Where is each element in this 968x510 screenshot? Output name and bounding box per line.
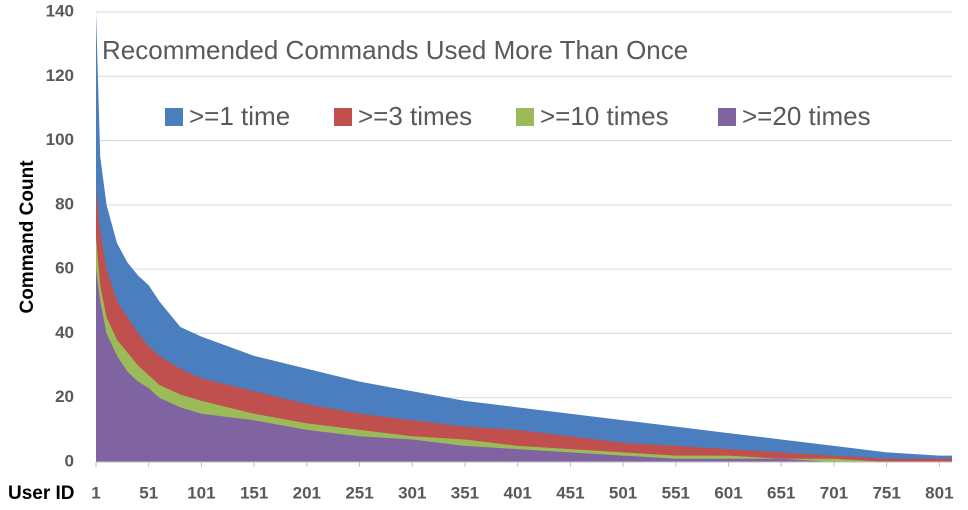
x-tick-label: 651 — [767, 483, 795, 502]
y-tick-label: 120 — [46, 66, 74, 85]
x-tick-label: 701 — [820, 483, 848, 502]
x-axis-label: User ID — [8, 483, 75, 504]
y-tick-label: 40 — [55, 323, 74, 342]
y-tick-label: 20 — [55, 387, 74, 406]
x-tick-label: 301 — [398, 483, 426, 502]
chart-title: Recommended Commands Used More Than Once — [102, 35, 688, 65]
y-tick-label: 80 — [55, 194, 74, 213]
x-tick-label: 801 — [925, 483, 953, 502]
y-tick-label: 140 — [46, 1, 74, 20]
x-tick-label: 251 — [345, 483, 373, 502]
x-tick-label: 751 — [872, 483, 900, 502]
legend-label: >=10 times — [540, 101, 669, 131]
y-axis-label: Command Count — [17, 160, 38, 314]
x-tick-label: 401 — [503, 483, 531, 502]
y-tick-label: 60 — [55, 259, 74, 278]
x-tick-label: 601 — [714, 483, 742, 502]
legend-swatch — [718, 108, 736, 126]
x-tick-label: 351 — [451, 483, 479, 502]
legend-label: >=1 time — [189, 101, 290, 131]
y-tick-label: 100 — [46, 130, 74, 149]
x-tick-label: 501 — [609, 483, 637, 502]
y-tick-label: 0 — [65, 451, 74, 470]
area — [96, 269, 952, 462]
x-tick-label: 101 — [187, 483, 215, 502]
x-tick-label: 551 — [662, 483, 690, 502]
legend-swatch — [334, 108, 352, 126]
x-tick-label: 451 — [556, 483, 584, 502]
legend-swatch — [165, 108, 183, 126]
x-tick-label: 151 — [240, 483, 268, 502]
legend-label: >=3 times — [358, 101, 472, 131]
x-tick-label: 201 — [293, 483, 321, 502]
x-tick-label: 1 — [91, 483, 100, 502]
x-tick-label: 51 — [139, 483, 158, 502]
legend-swatch — [516, 108, 534, 126]
legend-label: >=20 times — [742, 101, 871, 131]
